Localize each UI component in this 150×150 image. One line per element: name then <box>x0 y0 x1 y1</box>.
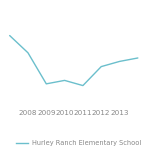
Legend: Hurley Ranch Elementary School: Hurley Ranch Elementary School <box>16 140 141 146</box>
